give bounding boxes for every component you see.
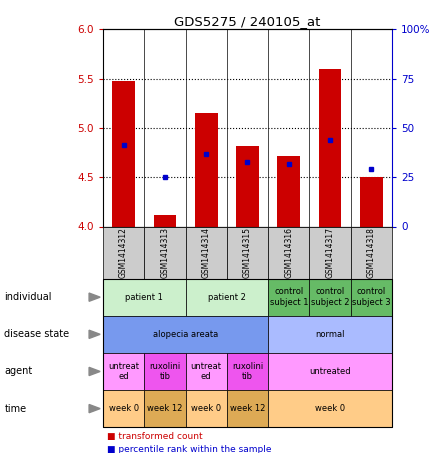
Text: ruxolini
tib: ruxolini tib bbox=[232, 362, 263, 381]
Text: week 0: week 0 bbox=[109, 404, 139, 413]
Text: untreat
ed: untreat ed bbox=[108, 362, 139, 381]
Title: GDS5275 / 240105_at: GDS5275 / 240105_at bbox=[174, 15, 321, 28]
Text: disease state: disease state bbox=[4, 329, 70, 339]
Text: control
subject 2: control subject 2 bbox=[311, 288, 350, 307]
Polygon shape bbox=[89, 330, 100, 338]
Text: GSM1414315: GSM1414315 bbox=[243, 227, 252, 278]
Text: week 12: week 12 bbox=[230, 404, 265, 413]
Text: individual: individual bbox=[4, 292, 52, 302]
Polygon shape bbox=[89, 293, 100, 301]
Text: control
subject 1: control subject 1 bbox=[269, 288, 308, 307]
Text: patient 2: patient 2 bbox=[208, 293, 246, 302]
Bar bbox=[195, 113, 218, 226]
Text: GSM1414316: GSM1414316 bbox=[284, 227, 293, 278]
Text: agent: agent bbox=[4, 366, 32, 376]
Text: untreated: untreated bbox=[309, 367, 351, 376]
Bar bbox=[153, 215, 176, 226]
Text: ■ percentile rank within the sample: ■ percentile rank within the sample bbox=[107, 445, 272, 453]
Text: GSM1414317: GSM1414317 bbox=[325, 227, 335, 278]
Polygon shape bbox=[89, 405, 100, 413]
Text: ruxolini
tib: ruxolini tib bbox=[149, 362, 180, 381]
Text: week 0: week 0 bbox=[315, 404, 345, 413]
Text: normal: normal bbox=[315, 330, 345, 339]
Text: GSM1414312: GSM1414312 bbox=[119, 227, 128, 278]
Bar bbox=[360, 177, 383, 226]
Text: week 12: week 12 bbox=[147, 404, 183, 413]
Bar bbox=[319, 69, 341, 226]
Text: time: time bbox=[4, 404, 27, 414]
Text: patient 1: patient 1 bbox=[125, 293, 163, 302]
Text: week 0: week 0 bbox=[191, 404, 221, 413]
Text: GSM1414313: GSM1414313 bbox=[160, 227, 170, 278]
Text: GSM1414318: GSM1414318 bbox=[367, 227, 376, 278]
Bar bbox=[236, 146, 259, 226]
Bar bbox=[277, 155, 300, 226]
Text: untreat
ed: untreat ed bbox=[191, 362, 222, 381]
Text: GSM1414314: GSM1414314 bbox=[201, 227, 211, 278]
Bar bbox=[112, 81, 135, 226]
Text: control
subject 3: control subject 3 bbox=[352, 288, 391, 307]
Text: alopecia areata: alopecia areata bbox=[153, 330, 218, 339]
Text: ■ transformed count: ■ transformed count bbox=[107, 432, 203, 440]
Polygon shape bbox=[89, 367, 100, 376]
